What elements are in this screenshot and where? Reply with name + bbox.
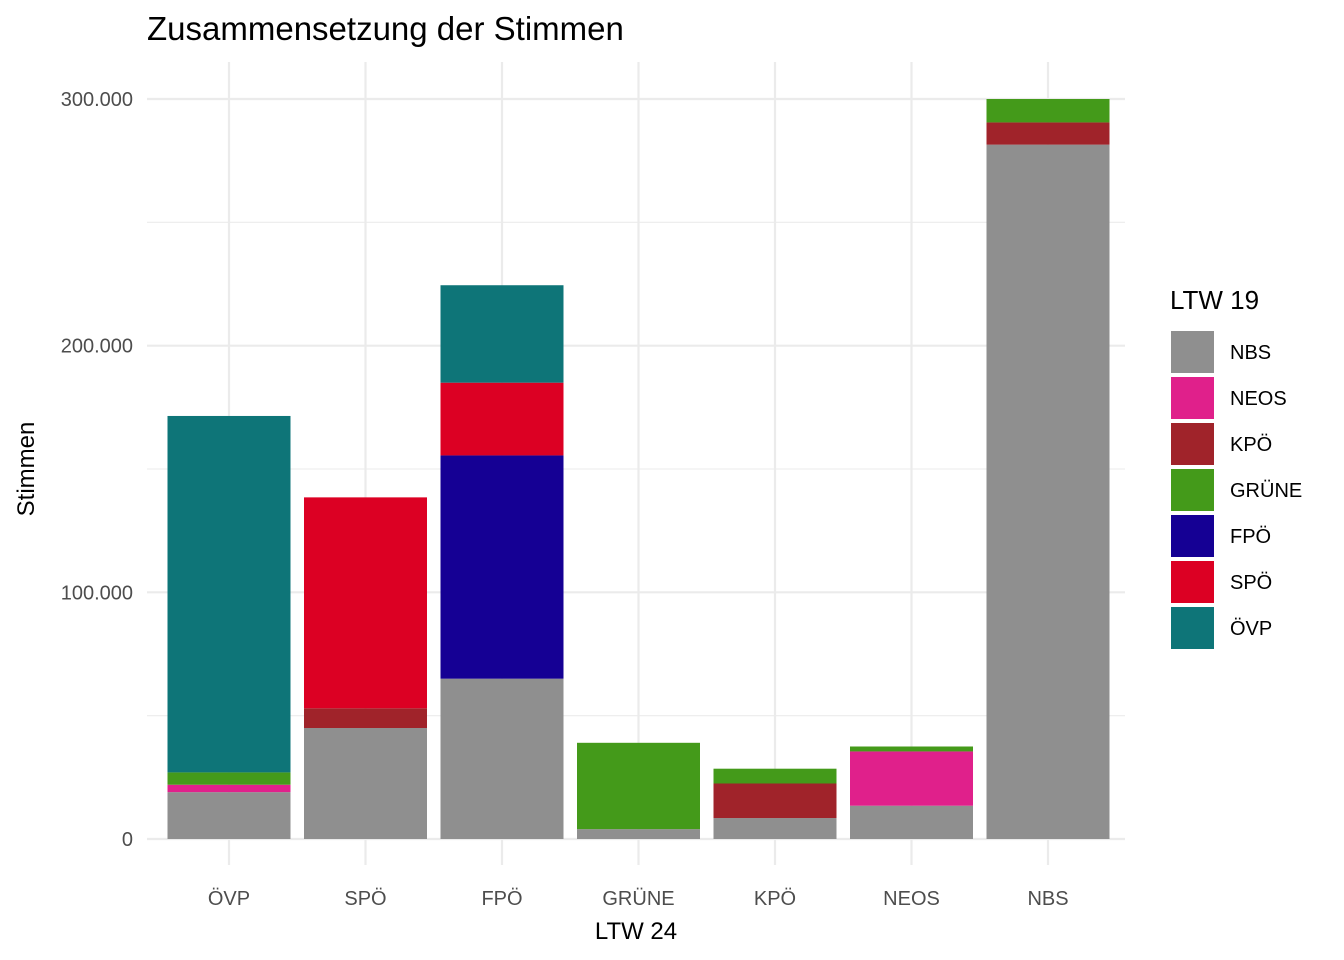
legend-label: FPÖ: [1230, 526, 1271, 548]
bar-segment: [577, 829, 700, 839]
bar-segment: [167, 415, 291, 773]
bar-segment: [850, 805, 973, 839]
x-tick-label: GRÜNE: [602, 888, 674, 910]
legend-label: ÖVP: [1230, 618, 1272, 640]
x-tick-label: FPÖ: [481, 888, 522, 910]
legend-label: KPÖ: [1230, 434, 1272, 456]
bar-segment: [577, 742, 700, 830]
x-axis-ticks: ÖVP SPÖ FPÖ GRÜNE KPÖ NEOS NBS: [208, 888, 1069, 910]
y-axis-ticks: 0 100.000 200.000 300.000: [61, 89, 133, 851]
bar-segment: [850, 751, 973, 806]
legend-swatch: [1171, 607, 1214, 649]
bar-segment: [713, 768, 837, 784]
bar-segment: [440, 382, 564, 456]
bar-segment: [167, 784, 291, 793]
legend-label: SPÖ: [1230, 572, 1272, 594]
x-axis-title: LTW 24: [595, 918, 677, 945]
bar-segment: [304, 708, 427, 728]
bar-segment: [713, 818, 837, 839]
bar-segment: [986, 99, 1110, 123]
bar-segment: [713, 783, 837, 819]
legend-swatch: [1171, 469, 1214, 511]
bar-segment: [304, 728, 427, 839]
legend-swatch: [1171, 331, 1214, 373]
legend-swatch: [1171, 515, 1214, 557]
bar-segment: [304, 497, 427, 709]
legend: LTW 19 NBS NEOS KPÖ GRÜNE FPÖ SPÖ ÖVP: [1170, 285, 1302, 649]
legend-swatch: [1171, 377, 1214, 419]
chart-title: Zusammensetzung der Stimmen: [147, 10, 624, 47]
legend-title: LTW 19: [1170, 285, 1259, 315]
x-tick-label: NBS: [1027, 888, 1068, 910]
bar-segment: [167, 792, 291, 839]
bar-segment: [440, 285, 564, 383]
bar-segment: [850, 746, 973, 752]
y-tick-label: 100.000: [61, 582, 133, 604]
x-tick-label: NEOS: [883, 888, 940, 910]
bar-segment: [440, 455, 564, 679]
bar-segment: [440, 678, 564, 839]
legend-swatch: [1171, 423, 1214, 465]
y-tick-label: 300.000: [61, 89, 133, 111]
y-tick-label: 0: [122, 829, 133, 851]
legend-label: NEOS: [1230, 388, 1287, 410]
legend-swatch: [1171, 561, 1214, 603]
bar-segment: [986, 144, 1110, 840]
legend-label: NBS: [1230, 342, 1271, 364]
bar-segment: [167, 772, 291, 785]
x-tick-label: KPÖ: [754, 888, 796, 910]
bar-segment: [986, 122, 1110, 145]
y-axis-title: Stimmen: [13, 422, 40, 517]
bars: [167, 99, 1110, 840]
y-tick-label: 200.000: [61, 336, 133, 358]
x-tick-label: SPÖ: [344, 888, 386, 910]
x-tick-label: ÖVP: [208, 888, 250, 910]
legend-label: GRÜNE: [1230, 480, 1302, 502]
